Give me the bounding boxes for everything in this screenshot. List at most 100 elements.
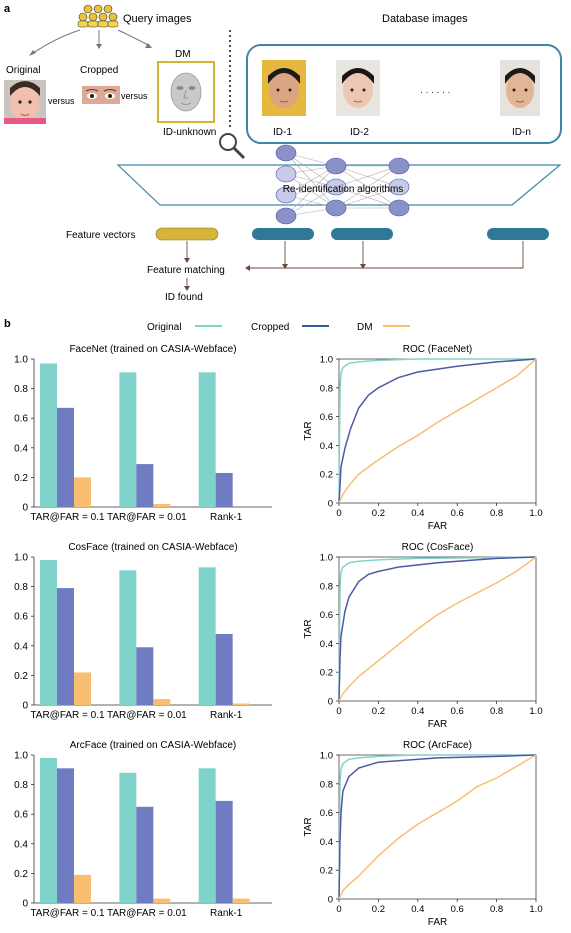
matching-arrows: [186, 241, 524, 286]
database-images-title: Database images: [382, 13, 468, 25]
arrowheads: [29, 43, 152, 56]
bar-cropped: [215, 472, 233, 507]
y-tick-label: 0: [22, 899, 28, 910]
matching-arrowheads: [184, 258, 366, 291]
x-tick-label: TAR@FAR = 0.1: [30, 512, 105, 523]
roc-line-dm: [338, 754, 537, 900]
x-tick-label: TAR@FAR = 0.1: [30, 710, 105, 721]
y-tick-label: 0.6: [14, 612, 28, 623]
plot-frame: [338, 754, 537, 900]
ellipsis: · · · · · ·: [420, 87, 451, 97]
y-tick-label: 1.0: [320, 553, 333, 564]
legend: Original Cropped DM: [147, 322, 410, 333]
y-tick-label: 0: [22, 701, 28, 712]
x-tick-label: TAR@FAR = 0.01: [107, 908, 187, 919]
bar-original: [119, 372, 137, 507]
y-tick-label: 1.0: [320, 355, 333, 366]
x-tick-label: Rank-1: [210, 908, 243, 919]
original-label: Original: [6, 65, 40, 76]
id-unknown-label: ID-unknown: [163, 127, 216, 138]
chart-0: FaceNet (trained on CASIA-Webface) 0 0.2 0.…: [14, 344, 272, 523]
people-group-icon: [77, 4, 119, 28]
feature-vectors-label: Feature vectors: [66, 230, 135, 241]
x-tick-label: 0.6: [451, 508, 464, 519]
y-tick-label: 0: [328, 499, 333, 510]
cropped-label: Cropped: [80, 65, 118, 76]
y-tick-label: 0.4: [320, 639, 333, 650]
legend-label-cropped: Cropped: [251, 322, 289, 333]
id-found-label: ID found: [165, 292, 203, 303]
algorithm-label: Re-identification algorithms: [283, 184, 404, 195]
y-tick-label: 0.8: [320, 383, 333, 394]
y-tick-label: 0: [22, 503, 28, 514]
panel-label-a: a: [4, 3, 11, 15]
plot-frame: [338, 556, 537, 702]
database-box: [246, 44, 562, 144]
roc-line-original: [338, 754, 536, 900]
x-tick-label: 0: [336, 904, 341, 915]
database-id-n: ID-n: [512, 127, 531, 138]
bar-dm: [153, 504, 171, 507]
bar-cropped: [57, 768, 74, 903]
chart-title: FaceNet (trained on CASIA-Webface): [69, 344, 236, 355]
y-tick-label: 0.2: [320, 470, 333, 481]
bar-original: [198, 768, 216, 903]
chart-title: ROC (FaceNet): [403, 344, 472, 355]
x-tick-label: Rank-1: [210, 710, 243, 721]
x-axis-label: FAR: [428, 917, 447, 928]
x-tick-label: 0.2: [372, 904, 385, 915]
y-tick-label: 0: [328, 697, 333, 708]
y-tick-label: 0.4: [14, 839, 28, 850]
bar-cropped: [136, 464, 154, 507]
x-tick-label: Rank-1: [210, 512, 243, 523]
y-tick-label: 1.0: [320, 751, 333, 762]
bar-original: [119, 772, 137, 903]
database-id-1: ID-1: [273, 127, 292, 138]
x-tick-label: 0.2: [372, 706, 385, 717]
query-arrows: [31, 29, 151, 55]
y-tick-label: 0.2: [320, 668, 333, 679]
y-tick-label: 0.2: [14, 869, 28, 880]
chart-title: ROC (CosFace): [402, 542, 474, 553]
x-tick-label: TAR@FAR = 0.1: [30, 908, 105, 919]
roc-line-dm: [338, 556, 537, 702]
y-tick-label: 1.0: [14, 751, 28, 762]
x-tick-label: 0.2: [372, 508, 385, 519]
bar-cropped: [57, 588, 74, 705]
plot-frame: [338, 358, 537, 504]
query-feature-vector: [155, 227, 219, 241]
db-feature-vector-2: [331, 228, 393, 240]
y-tick-label: 0: [328, 895, 333, 906]
roc-line-original: [338, 556, 537, 702]
y-tick-label: 0.2: [320, 866, 333, 877]
y-tick-label: 0.2: [14, 671, 28, 682]
bar-dm: [74, 477, 91, 507]
roc-line-original: [338, 358, 536, 504]
x-tick-label: 0.8: [490, 904, 503, 915]
y-tick-label: 0.8: [14, 582, 28, 593]
chart-3: ROC (CosFace) 0 0.2 0.4 0.6 0.8 1.0 0 0.2 0.4 0.6 0…: [303, 542, 543, 730]
db-feature-vector-1: [252, 228, 314, 240]
legend-label-dm: DM: [357, 322, 373, 333]
dm-label: DM: [175, 49, 191, 60]
y-tick-label: 0.8: [320, 779, 333, 790]
y-axis-label: TAR: [303, 421, 314, 440]
y-tick-label: 0.6: [14, 810, 28, 821]
charts-container: FaceNet (trained on CASIA-Webface) 0 0.2 0.…: [14, 344, 543, 928]
x-axis-label: FAR: [428, 719, 447, 730]
x-tick-label: 0: [336, 706, 341, 717]
query-images-title: Query images: [123, 13, 192, 25]
bar-original: [198, 372, 216, 507]
x-axis-label: FAR: [428, 521, 447, 532]
chart-title: ArcFace (trained on CASIA-Webface): [70, 740, 237, 751]
bar-original: [40, 363, 57, 507]
bar-dm: [153, 898, 171, 903]
legend-label-original: Original: [147, 322, 181, 333]
roc-line-cropped: [338, 358, 537, 504]
y-tick-label: 0.4: [14, 641, 28, 652]
feature-matching-label: Feature matching: [147, 265, 225, 276]
chart-1: ROC (FaceNet) 0 0.2 0.4 0.6 0.8 1.0 0 0.2 0.4 0.6 0…: [303, 344, 543, 532]
y-tick-label: 0.6: [320, 412, 333, 423]
y-tick-label: 0.4: [320, 837, 333, 848]
